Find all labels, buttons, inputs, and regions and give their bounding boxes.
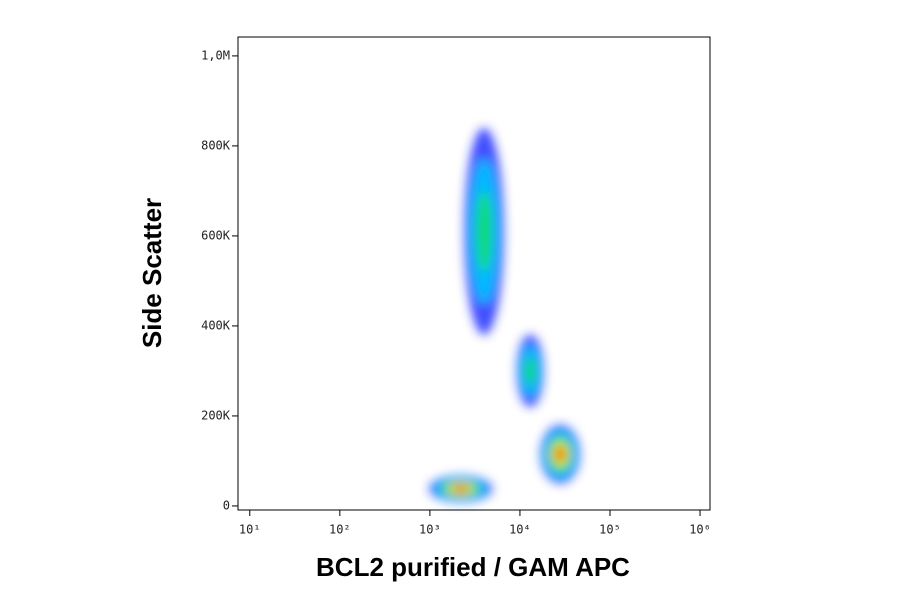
density-cluster [516, 334, 544, 407]
y-tick-label: 0 [223, 498, 230, 512]
x-tick-label: 10³ [419, 523, 441, 537]
density-level [524, 356, 536, 386]
y-tick-label: 800K [201, 138, 231, 152]
x-axis-title: BCL2 purified / GAM APC [316, 552, 630, 582]
density-cluster [464, 127, 504, 335]
y-tick-label: 1,0M [201, 48, 230, 62]
density-cluster [429, 475, 493, 503]
x-tick-label: 10⁶ [689, 523, 711, 537]
y-tick-label: 400K [201, 318, 231, 332]
y-axis-title: Side Scatter [137, 198, 167, 348]
x-tick-label: 10⁵ [599, 523, 621, 537]
plot-area [429, 127, 581, 503]
density-level [476, 190, 492, 273]
x-tick-label: 10¹ [239, 523, 261, 537]
plot-frame [237, 36, 711, 511]
x-tick-label: 10² [329, 523, 351, 537]
density-level [452, 485, 469, 493]
y-tick-label: 600K [201, 228, 231, 242]
x-tick-label: 10⁴ [509, 523, 531, 537]
y-tick-label: 200K [201, 408, 231, 422]
density-cluster [540, 424, 581, 484]
density-level [555, 447, 566, 462]
